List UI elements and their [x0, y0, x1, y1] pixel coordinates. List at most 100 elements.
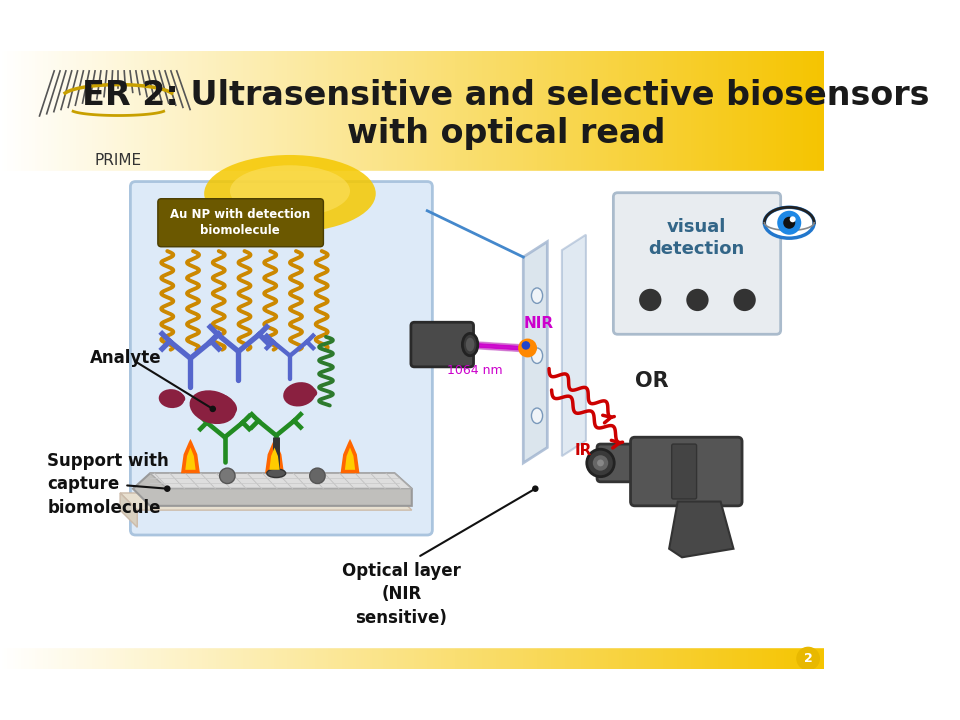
Bar — [804, 647, 808, 669]
Bar — [703, 647, 707, 669]
Bar — [108, 647, 110, 669]
Bar — [406, 647, 410, 669]
Bar — [588, 51, 591, 171]
Bar — [467, 647, 470, 669]
Bar — [285, 647, 289, 669]
Bar — [818, 51, 822, 171]
Bar — [772, 647, 775, 669]
Bar — [645, 647, 649, 669]
Bar — [738, 51, 742, 171]
Bar — [706, 51, 709, 171]
Bar — [186, 647, 190, 669]
Bar — [124, 647, 127, 669]
Bar — [338, 51, 341, 171]
Bar — [651, 647, 654, 669]
Bar — [80, 51, 84, 171]
Bar — [818, 647, 822, 669]
Bar — [258, 647, 262, 669]
Ellipse shape — [298, 386, 317, 398]
Bar — [360, 51, 363, 171]
Text: Analyte: Analyte — [90, 349, 161, 367]
Bar — [750, 51, 753, 171]
Bar — [639, 647, 643, 669]
Bar — [49, 51, 53, 171]
Bar — [607, 51, 611, 171]
Bar — [74, 647, 78, 669]
Bar — [121, 647, 125, 669]
Bar — [732, 647, 736, 669]
Bar — [681, 647, 684, 669]
Bar — [560, 647, 564, 669]
Bar — [593, 647, 596, 669]
Bar — [444, 647, 448, 669]
Bar — [656, 51, 660, 171]
Bar — [546, 51, 550, 171]
Bar — [418, 51, 420, 171]
Bar — [195, 647, 199, 669]
Bar — [63, 51, 67, 171]
Bar — [77, 51, 81, 171]
Bar — [124, 51, 127, 171]
Circle shape — [165, 486, 170, 491]
Bar — [741, 51, 745, 171]
Bar — [167, 51, 171, 171]
Bar — [442, 51, 445, 171]
Polygon shape — [345, 448, 355, 470]
Bar — [582, 51, 586, 171]
Bar — [546, 647, 550, 669]
Polygon shape — [265, 439, 284, 473]
Bar — [354, 647, 358, 669]
Bar — [409, 647, 413, 669]
Bar — [812, 51, 816, 171]
Bar — [760, 647, 764, 669]
Bar — [52, 647, 56, 669]
Bar — [30, 51, 34, 171]
Bar — [343, 51, 347, 171]
Bar — [774, 51, 778, 171]
Ellipse shape — [204, 155, 375, 232]
Bar — [49, 647, 53, 669]
Bar — [661, 647, 665, 669]
Bar — [60, 51, 64, 171]
Bar — [620, 51, 624, 171]
Bar — [521, 647, 525, 669]
Bar — [381, 51, 385, 171]
Bar — [632, 647, 635, 669]
Bar — [297, 647, 300, 669]
Bar — [66, 51, 69, 171]
Bar — [675, 51, 679, 171]
Ellipse shape — [532, 348, 542, 364]
Bar — [639, 51, 643, 171]
Bar — [636, 647, 640, 669]
Bar — [716, 647, 720, 669]
Bar — [725, 647, 729, 669]
Bar — [214, 51, 218, 171]
Polygon shape — [341, 439, 359, 473]
Bar — [802, 51, 805, 171]
Bar — [211, 647, 215, 669]
Bar — [661, 51, 665, 171]
Polygon shape — [523, 242, 547, 463]
Bar — [176, 51, 180, 171]
Bar — [371, 647, 374, 669]
Bar — [346, 647, 349, 669]
Bar — [242, 51, 245, 171]
Bar — [341, 647, 344, 669]
Bar — [673, 647, 676, 669]
Ellipse shape — [229, 166, 350, 217]
Bar — [272, 647, 276, 669]
Bar — [555, 51, 558, 171]
Bar — [772, 51, 775, 171]
Bar — [543, 647, 547, 669]
Bar — [656, 647, 660, 669]
Bar — [88, 647, 91, 669]
Bar — [33, 647, 36, 669]
Bar — [453, 51, 457, 171]
Bar — [719, 647, 723, 669]
Bar — [475, 647, 478, 669]
Bar — [71, 647, 75, 669]
Bar — [99, 51, 103, 171]
Bar — [146, 647, 149, 669]
Bar — [179, 51, 182, 171]
Bar — [105, 647, 108, 669]
